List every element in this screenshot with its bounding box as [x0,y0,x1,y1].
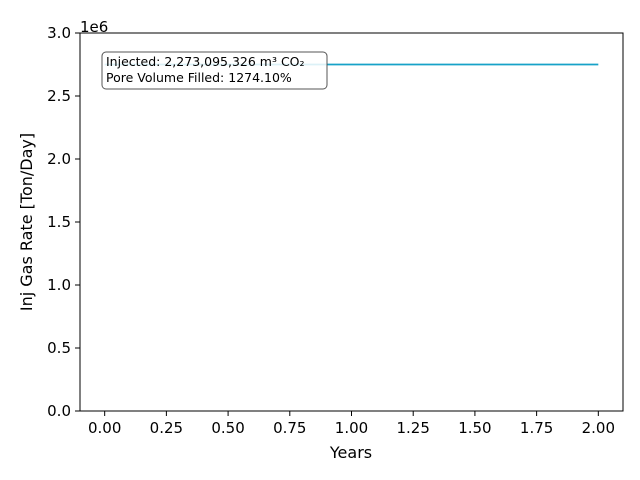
y-tick-label: 2.0 [47,150,71,168]
x-tick-label: 0.75 [273,419,306,437]
y-tick-label: 1.5 [47,213,71,231]
annotation-frame [101,51,328,90]
x-axis-label: Years [329,443,372,462]
y-offset-label: 1e6 [80,18,108,36]
x-tick-label: 0.50 [211,419,244,437]
annotation-box: Injected: 2,273,095,326 m³ CO₂ Pore Volu… [101,51,328,90]
y-axis-label: Inj Gas Rate [Ton/Day] [17,133,36,311]
y-tick-label: 0.0 [47,402,71,420]
y-axis: 0.0 0.5 1.0 1.5 2.0 2.5 3.0 [47,24,80,420]
x-tick-label: 1.75 [520,419,553,437]
x-tick-label: 0.25 [150,419,183,437]
x-axis: 0.00 0.25 0.50 0.75 1.00 1.25 1.50 1.75 2.00 [88,411,615,437]
y-tick-label: 2.5 [47,87,71,105]
x-tick-label: 2.00 [582,419,615,437]
y-tick-label: 3.0 [47,24,71,42]
y-tick-label: 1.0 [47,276,71,294]
x-tick-label: 1.00 [335,419,368,437]
x-tick-label: 1.25 [397,419,430,437]
x-tick-label: 1.50 [458,419,491,437]
annotation-line-injected: Injected: 2,273,095,326 m³ CO₂ [106,54,305,69]
x-tick-label: 0.00 [88,419,121,437]
y-tick-label: 0.5 [47,339,71,357]
annotation-line-pore-volume: Pore Volume Filled: 1274.10% [106,70,292,85]
